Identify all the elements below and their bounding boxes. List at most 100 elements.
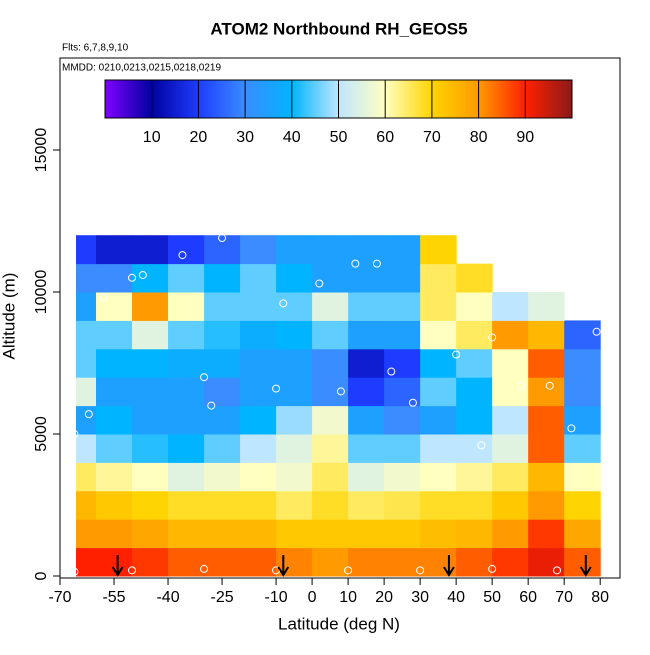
arrow-marker (111, 555, 124, 577)
heat-cell (132, 348, 169, 378)
x-axis-label: Latitude (deg N) (278, 614, 400, 633)
heat-cell (564, 405, 601, 435)
heat-cell (456, 320, 493, 350)
heat-cell (168, 490, 205, 520)
heat-cell (384, 405, 421, 435)
heat-cell (420, 462, 457, 492)
obs-point (218, 234, 227, 243)
heat-cell (420, 377, 457, 407)
heat-cell (456, 547, 493, 577)
heat-cell (528, 490, 565, 520)
heat-cell (76, 490, 97, 520)
heat-cell (132, 263, 169, 293)
heat-cell (384, 320, 421, 350)
obs-point (344, 566, 353, 575)
obs-point (477, 441, 486, 450)
heat-cell (204, 462, 241, 492)
arrow-marker (579, 555, 592, 577)
obs-point (545, 381, 554, 390)
heat-cell (564, 490, 601, 520)
colorbar-tick-label: 60 (376, 129, 394, 146)
x-tick-label: 10 (339, 589, 357, 606)
heat-cell (204, 235, 241, 265)
heat-cell (528, 348, 565, 378)
heat-cell (96, 377, 133, 407)
heat-cell (564, 377, 601, 407)
heat-cell (76, 434, 97, 463)
heat-cell (384, 490, 421, 520)
heat-cell (456, 292, 493, 321)
x-tick-label: -10 (265, 589, 288, 606)
heat-cell (348, 348, 385, 378)
heat-cell (420, 519, 457, 549)
heat-cell (384, 348, 421, 378)
obs-point (567, 424, 576, 433)
heat-cell (564, 462, 601, 492)
heat-cell (420, 263, 457, 293)
heat-cell (456, 263, 493, 293)
heat-cell (312, 320, 349, 350)
obs-point (387, 367, 396, 376)
heat-cell (348, 547, 385, 577)
x-tick-label: 80 (591, 589, 609, 606)
x-tick-label: -55 (102, 589, 125, 606)
heat-cell (564, 519, 601, 549)
heat-cell (492, 292, 529, 321)
heat-cell (420, 405, 457, 435)
heat-cell (204, 405, 241, 435)
plot-frame (59, 57, 621, 579)
heat-cell (492, 320, 529, 350)
x-tick-label: -25 (210, 589, 233, 606)
heat-cell (168, 348, 205, 378)
heat-cell (528, 519, 565, 549)
heat-cell (96, 405, 133, 435)
heat-cell (76, 405, 97, 435)
heat-cell (456, 462, 493, 492)
heat-cell (204, 348, 241, 378)
obs-point (272, 384, 281, 393)
heat-cell (132, 462, 169, 492)
x-tick-label: 70 (555, 589, 573, 606)
colorbar-tick-label: 90 (516, 129, 534, 146)
colorbar-tick-label: 10 (143, 129, 161, 146)
heat-cell (240, 263, 277, 293)
heat-cell (240, 405, 277, 435)
obs-point (279, 299, 288, 308)
heat-cell (312, 462, 349, 492)
heat-cell (96, 519, 133, 549)
heat-cell (132, 434, 169, 463)
heat-cell (76, 547, 97, 577)
y-tick-label: 10000 (33, 270, 50, 315)
heat-cell (96, 292, 133, 321)
heat-cell (168, 405, 205, 435)
heat-cell (276, 434, 313, 463)
colorbar-tick-label: 70 (423, 129, 441, 146)
obs-point (592, 327, 601, 336)
obs-point (207, 401, 216, 410)
heat-cell (240, 235, 277, 265)
heat-cell (76, 462, 97, 492)
heat-cell (204, 519, 241, 549)
heat-cell (312, 547, 349, 577)
heat-cell (312, 348, 349, 378)
heat-cell (204, 292, 241, 321)
heat-cell (168, 519, 205, 549)
heat-cell (76, 320, 97, 350)
heat-cell (240, 490, 277, 520)
heat-cell (348, 434, 385, 463)
heat-cell (348, 519, 385, 549)
heat-cell (528, 320, 565, 350)
heat-cell (348, 462, 385, 492)
heat-cell (168, 292, 205, 321)
heat-cell (204, 490, 241, 520)
heat-cell (456, 519, 493, 549)
obs-point (70, 430, 79, 439)
heat-cell (204, 263, 241, 293)
arrow-marker (443, 555, 455, 577)
heat-cell (456, 490, 493, 520)
colorbar-tick-label: 50 (330, 129, 348, 146)
heat-cell (420, 292, 457, 321)
y-axis-label: Altitude (m) (0, 273, 18, 360)
heat-cell (492, 348, 529, 378)
heat-cell (384, 462, 421, 492)
